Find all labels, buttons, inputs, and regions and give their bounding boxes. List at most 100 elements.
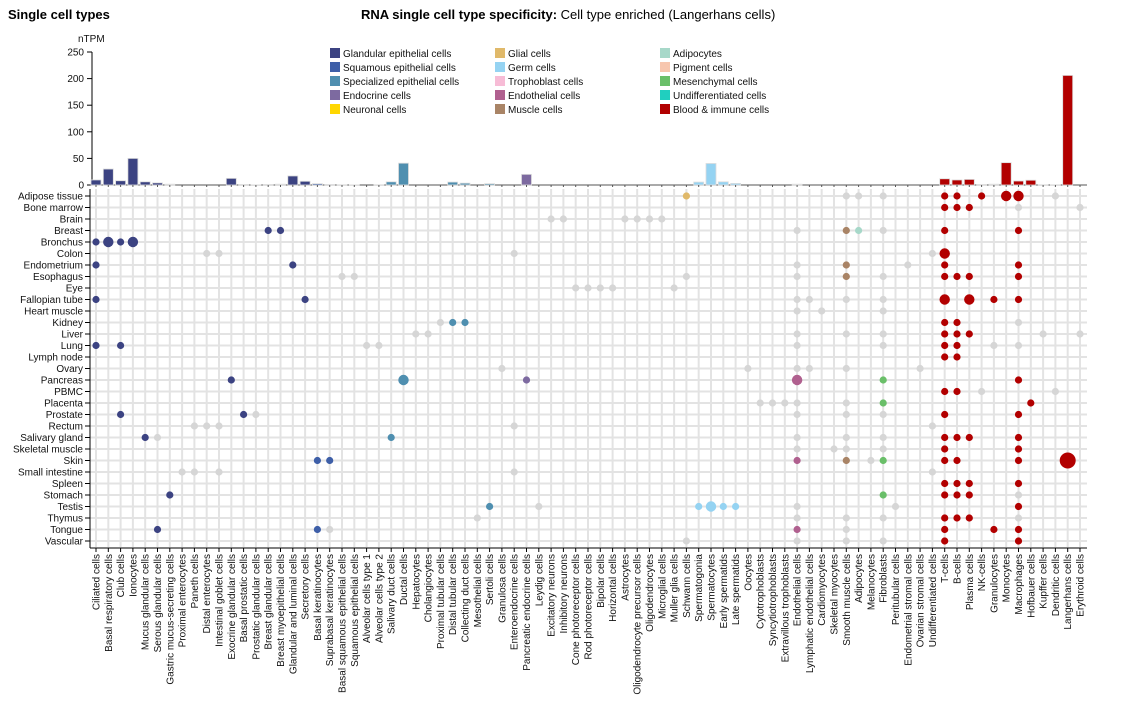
dot-fallopian-tube (842, 295, 850, 304)
dot-testis (793, 502, 801, 511)
dot-prostate (842, 410, 850, 419)
dot-thymus (965, 514, 973, 522)
dot-testis (486, 502, 494, 511)
dot-lung (990, 341, 998, 350)
bar-ionocytes (127, 157, 139, 186)
dot-esophagus (350, 272, 358, 281)
dot-rectum (215, 422, 223, 430)
dot-skin (326, 456, 334, 465)
dot-liver (424, 330, 432, 338)
bar-late-spermatids (730, 183, 741, 186)
tissue-label: Thymus (47, 514, 83, 525)
dot-pbmc (953, 387, 961, 396)
dot-tongue (153, 525, 162, 534)
bar-ductal-cells (398, 162, 409, 186)
dot-placenta (781, 399, 789, 407)
cell-type-label: Langerhans cells (1063, 554, 1074, 630)
dot-fallopian-tube (1014, 295, 1023, 304)
dot-brain (633, 215, 641, 223)
dot-kidney (953, 318, 961, 327)
dot-ovary (916, 364, 924, 373)
dot-breast (1014, 226, 1023, 235)
tissue-label: Placenta (44, 399, 83, 410)
cell-type-label: Undifferentiated cells (928, 554, 939, 647)
dot-tongue (990, 525, 998, 534)
dot-skeletal-muscle (793, 445, 801, 453)
cell-type-label: Smooth muscle cells (842, 554, 853, 646)
dot-kidney (436, 318, 444, 327)
legend-label: Squamous epithelial cells (343, 63, 456, 74)
dot-lung (117, 341, 125, 350)
dot-liver (412, 330, 420, 338)
dot-pbmc (941, 387, 949, 396)
dot-colon (939, 248, 950, 259)
dot-spleen (941, 479, 949, 488)
legend-label: Undifferentiated cells (673, 91, 766, 102)
bar-breast-glandular-cells (262, 184, 274, 186)
dot-ovary (744, 364, 752, 373)
dot-bronchus (103, 236, 114, 248)
dot-endometrium (793, 261, 801, 269)
tissue-label: Stomach (44, 491, 83, 502)
cell-type-label: Intestinal goblet cells (215, 554, 226, 647)
dot-lung (941, 341, 949, 350)
dot-adipose-tissue (1013, 190, 1024, 202)
bar-ciliated-cells (90, 179, 102, 186)
cell-type-label: Breast glandular cells (264, 554, 275, 650)
dot-ovary (793, 364, 801, 373)
legend-label: Mesenchymal cells (673, 77, 757, 88)
cell-type-label: Basal respiratory cells (104, 554, 115, 652)
dot-thymus (1014, 514, 1023, 522)
bar-distal-tubular-cells (447, 181, 459, 186)
dot-fallopian-tube (92, 295, 100, 304)
dot-heart-muscle (818, 307, 826, 315)
cell-type-label: Salivary duct cells (387, 554, 398, 634)
dot-lung (1014, 341, 1023, 350)
tissue-label: Esophagus (33, 272, 83, 283)
dot-breast (842, 226, 850, 235)
cell-type-label: Ductal cells (399, 554, 410, 605)
cell-type-label: Spermatocytes (707, 554, 718, 621)
tissue-label: Colon (57, 249, 83, 260)
legend-label: Endothelial cells (508, 91, 580, 102)
bar-breast-myoepithelial-cells (275, 183, 286, 186)
dot-colon (203, 249, 211, 258)
dot-liver (1076, 330, 1084, 338)
y-tick-label: 0 (78, 181, 84, 192)
dot-lung (953, 341, 961, 350)
dot-salivary-gland (953, 433, 961, 442)
dot-salivary-gland (153, 433, 162, 442)
dot-pancreas (791, 374, 803, 386)
cell-type-label: Kupffer cells (1039, 554, 1050, 609)
dot-esophagus (842, 272, 850, 281)
tissue-label: Adipose tissue (18, 192, 83, 203)
cell-type-label: Horizontal cells (608, 554, 619, 622)
cell-type-label: Syncytiotrophoblasts (768, 554, 779, 646)
cell-type-label: Microglial cells (657, 554, 668, 619)
dot-breast (264, 226, 272, 235)
bar-mucus-glandular-cells (139, 181, 151, 186)
dot-skin (842, 456, 850, 465)
dot-fallopian-tube (990, 295, 998, 304)
cell-type-label: Prostatic glandular cells (251, 554, 262, 660)
cell-type-label: Granulosa cells (497, 554, 508, 623)
dot-fallopian-tube (805, 295, 814, 304)
dot-brain (559, 215, 568, 223)
legend-swatch (330, 48, 340, 58)
tissue-label: Tongue (50, 525, 83, 536)
dot-breast (793, 226, 801, 235)
legend-label: Neuronal cells (343, 105, 406, 116)
bar-hofbauer-cells (1025, 179, 1037, 186)
legend-label: Muscle cells (508, 105, 562, 116)
tissue-label: Testis (57, 502, 83, 513)
cell-type-label: Mucus glandular cells (141, 554, 152, 650)
tissue-label: Lymph node (28, 353, 83, 364)
dot-eye (584, 284, 592, 292)
y-tick-label: 100 (67, 127, 84, 138)
cell-type-label: Sertoli cells (485, 554, 496, 605)
legend-swatch (660, 76, 670, 86)
dot-adipose-tissue (953, 192, 961, 200)
dot-placenta (793, 399, 801, 407)
cell-type-label: Alveolar cells type 1 (362, 554, 373, 643)
legend-swatch (330, 62, 340, 72)
